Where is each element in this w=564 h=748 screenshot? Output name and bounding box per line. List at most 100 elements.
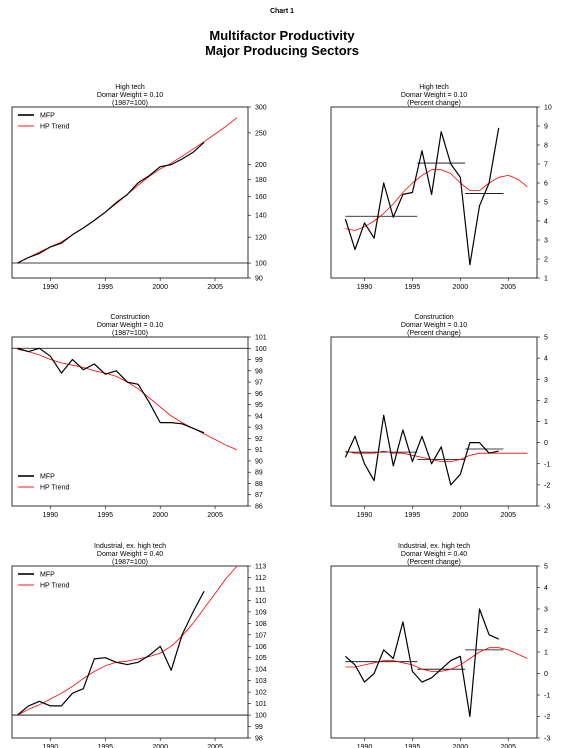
y-tick-label: 109 [255, 609, 267, 616]
y-tick-label: 160 [255, 194, 267, 201]
y-tick-label: 9 [544, 124, 548, 131]
title-line-2: Major Producing Sectors [205, 43, 359, 58]
x-tick-label: 2000 [453, 284, 469, 291]
y-tick-label: 6 [544, 181, 548, 188]
x-tick-label: 2005 [207, 744, 223, 748]
y-tick-label: 101 [255, 335, 267, 342]
x-tick-label: 1995 [98, 744, 114, 748]
panel-title-line: (1987=100) [112, 559, 148, 566]
y-tick-label: -1 [544, 461, 550, 468]
y-tick-label: 5 [544, 200, 548, 207]
y-tick-label: 92 [255, 436, 263, 443]
y-tick-label: 100 [255, 261, 267, 268]
panel-title-line: (1987=100) [112, 330, 148, 337]
mfp-series-line [17, 347, 205, 434]
y-tick-label: 4 [544, 585, 548, 592]
y-tick-label: 98 [255, 736, 263, 743]
panel-title-line: Construction [414, 314, 453, 321]
plot-frame [330, 336, 538, 507]
y-tick-label: 5 [544, 335, 548, 342]
x-tick-label: 2005 [500, 744, 516, 748]
panel-title-line: (1987=100) [112, 100, 148, 107]
panel-title-line: High tech [419, 84, 449, 91]
panel-title-line: Domar Weight = 0.40 [401, 551, 467, 558]
legend-label: HP Trend [40, 124, 70, 131]
y-tick-label: 140 [255, 213, 267, 220]
panel-title-line: Domar Weight = 0.10 [97, 322, 163, 329]
y-tick-label: 3 [544, 607, 548, 614]
panel-title-line: Industrial, ex. high tech [94, 543, 166, 550]
y-tick-label: 1 [544, 276, 548, 283]
y-tick-label: 2 [544, 257, 548, 264]
trend-series-line [17, 349, 238, 451]
legend-label: MFP [40, 572, 55, 579]
y-tick-label: 0 [544, 440, 548, 447]
plot-frame [330, 106, 538, 279]
panel-title-line: Domar Weight = 0.10 [401, 92, 467, 99]
x-tick-label: 2000 [453, 512, 469, 519]
title-line-1: Multifactor Productivity [209, 28, 355, 43]
page-title: Multifactor Productivity Major Producing… [0, 28, 564, 58]
x-tick-label: 1990 [43, 512, 59, 519]
y-tick-label: 97 [255, 380, 263, 387]
x-tick-label: 2000 [152, 744, 168, 748]
y-tick-label: 86 [255, 504, 263, 511]
y-tick-label: 99 [255, 724, 263, 731]
y-tick-label: 89 [255, 470, 263, 477]
trend-series-line [345, 169, 528, 231]
plot-frame [11, 565, 249, 739]
y-tick-label: 87 [255, 492, 263, 499]
y-tick-label: 0 [544, 671, 548, 678]
y-tick-label: 8 [544, 143, 548, 150]
x-tick-label: 2000 [453, 744, 469, 748]
y-tick-label: 111 [255, 586, 266, 593]
y-tick-label: 5 [544, 564, 548, 571]
y-tick-label: 88 [255, 481, 263, 488]
mfp-series-line [344, 127, 500, 266]
y-tick-label: 101 [255, 701, 267, 708]
y-tick-label: 106 [255, 644, 267, 651]
plot-frame [11, 336, 249, 507]
y-tick-label: 100 [255, 713, 267, 720]
panel-title-line: Industrial, ex. high tech [398, 543, 470, 550]
legend-label: MFP [40, 474, 55, 481]
y-tick-label: 103 [255, 678, 267, 685]
y-tick-label: 200 [255, 162, 267, 169]
y-tick-label: 7 [544, 162, 548, 169]
y-tick-label: 90 [255, 458, 263, 465]
y-tick-label: 100 [255, 346, 267, 353]
mfp-series-line [344, 414, 499, 486]
y-tick-label: 10 [544, 105, 552, 112]
y-tick-label: 110 [255, 598, 266, 605]
mfp-series-line [17, 141, 205, 264]
y-tick-label: 300 [255, 105, 267, 112]
y-tick-label: 3 [544, 377, 548, 384]
panel-title-line: Domar Weight = 0.40 [97, 551, 163, 558]
trend-series-line [17, 565, 238, 716]
x-tick-label: 1990 [43, 744, 59, 748]
y-tick-label: 1 [544, 419, 548, 426]
x-tick-label: 1990 [357, 744, 373, 748]
y-tick-label: 94 [255, 413, 263, 420]
y-tick-label: 90 [255, 276, 263, 283]
plot-frame [330, 565, 538, 739]
trend-series-line [345, 450, 528, 463]
x-tick-label: 1990 [357, 284, 373, 291]
y-tick-label: 120 [255, 235, 267, 242]
legend-label: HP Trend [40, 485, 70, 492]
y-tick-label: -1 [544, 693, 550, 700]
chart-label: Chart 1 [269, 8, 295, 15]
y-tick-label: 4 [544, 356, 548, 363]
x-tick-label: 2005 [500, 512, 516, 519]
x-tick-label: 1990 [357, 512, 373, 519]
panel-title-line: Construction [110, 314, 149, 321]
x-tick-label: 1995 [98, 512, 114, 519]
x-tick-label: 2005 [207, 284, 223, 291]
x-tick-label: 2000 [152, 284, 168, 291]
y-tick-label: 93 [255, 425, 263, 432]
